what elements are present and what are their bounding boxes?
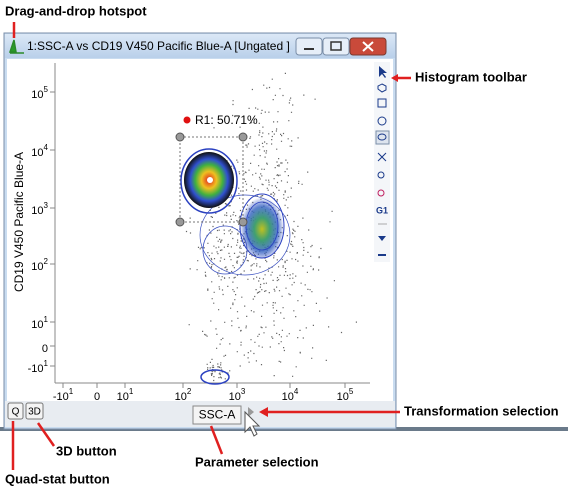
quad-stat-button-label: Q — [12, 407, 20, 418]
tool-quad[interactable] — [377, 152, 387, 162]
mouse-cursor — [244, 410, 261, 437]
annotation-label: Histogram toolbar — [415, 69, 527, 84]
population-contour — [180, 148, 238, 214]
population-contour — [199, 194, 291, 276]
gate-r1[interactable] — [179, 136, 244, 223]
close-icon — [362, 41, 374, 52]
population-contour — [245, 201, 279, 251]
window-title: 1:SSC-A vs CD19 V450 Pacific Blue-A [Ung… — [27, 39, 290, 53]
tick-base: 0 — [42, 343, 48, 355]
x-tick-label: -101 — [53, 387, 74, 403]
y-tick-label: 101 — [31, 315, 48, 331]
minimize-button[interactable] — [295, 37, 323, 56]
histogram-toolbar — [374, 62, 390, 262]
tool-gate-name[interactable]: G1 — [376, 205, 388, 215]
tick-base: 10 — [117, 391, 129, 403]
tick-exponent: 3 — [241, 387, 246, 396]
tick-exponent: 5 — [44, 85, 49, 94]
tick-base: 0 — [94, 391, 100, 403]
annotation-arrow — [391, 74, 398, 82]
y-axis-label[interactable]: CD19 V450 Pacific Blue-A — [12, 152, 26, 292]
x-tick-label: 104 — [282, 387, 299, 403]
population-contour — [239, 193, 285, 259]
y-tick-label: 105 — [31, 85, 48, 101]
annotation-label: Drag-and-drop hotspot — [5, 3, 147, 18]
tick-base: 10 — [337, 391, 349, 403]
tool-zoom-in[interactable] — [377, 171, 385, 179]
tick-exponent: 2 — [44, 257, 49, 266]
minimize-icon — [304, 48, 314, 50]
x-tick-label: 102 — [175, 387, 192, 403]
tick-base: -10 — [53, 391, 69, 403]
tick-exponent: 4 — [44, 143, 49, 152]
population-center — [207, 177, 213, 183]
y-tick-label: 103 — [31, 201, 48, 217]
tick-base: 10 — [175, 391, 187, 403]
tick-exponent: 1 — [69, 387, 74, 396]
tool-pointer[interactable] — [379, 66, 387, 78]
quad-stat-button[interactable] — [7, 402, 24, 420]
tick-base: 10 — [31, 205, 43, 217]
tick-exponent: 4 — [294, 387, 299, 396]
tool-ellipse[interactable] — [377, 116, 387, 126]
y-tick-label: 0 — [42, 343, 48, 355]
gate-handle[interactable] — [175, 132, 185, 142]
tick-exponent: 1 — [44, 359, 49, 368]
tool-dropdown[interactable] — [378, 236, 386, 241]
tick-base: 10 — [31, 261, 43, 273]
tick-base: 10 — [31, 89, 43, 101]
tool-contour-icon — [377, 133, 387, 141]
3d-button-label: 3D — [28, 407, 41, 418]
y-tick-label: 104 — [31, 143, 48, 159]
tick-exponent: 3 — [44, 201, 49, 210]
tick-exponent: 1 — [44, 315, 49, 324]
annotation-label: Parameter selection — [195, 454, 319, 469]
maximize-button[interactable] — [322, 37, 350, 56]
annotation-line — [36, 422, 56, 447]
parameter-button[interactable] — [192, 405, 242, 425]
drag-hotspot-icon[interactable] — [8, 39, 24, 54]
annotation-arrow — [259, 407, 268, 417]
x-tick-label: 103 — [229, 387, 246, 403]
gate-handle[interactable] — [238, 132, 248, 142]
x-tick-label: 105 — [337, 387, 354, 403]
tool-polygon[interactable] — [377, 83, 387, 93]
x-tick-label: 101 — [117, 387, 134, 403]
parameter-button-label: SSC-A — [199, 408, 236, 422]
transformation-button[interactable] — [248, 407, 254, 417]
population-contour — [200, 369, 230, 385]
maximize-icon — [330, 41, 342, 51]
annotation-label: 3D button — [56, 443, 117, 458]
gate-handle[interactable] — [238, 217, 248, 227]
3d-button[interactable] — [25, 402, 44, 420]
annotation-label: Quad-stat button — [5, 471, 110, 486]
annotation-label: Transformation selection — [404, 403, 559, 418]
gate-handle[interactable] — [175, 217, 185, 227]
tick-exponent: 1 — [129, 387, 134, 396]
tick-exponent: 2 — [187, 387, 192, 396]
gate-marker — [183, 116, 191, 124]
tick-exponent: 5 — [349, 387, 354, 396]
tool-rectangle[interactable] — [377, 98, 387, 108]
tick-base: 10 — [31, 319, 43, 331]
gate-label: R1: 50.71% — [195, 113, 258, 127]
tick-base: 10 — [31, 147, 43, 159]
x-tick-label: 0 — [94, 391, 100, 403]
tick-base: 10 — [282, 391, 294, 403]
tool-zoom-out[interactable] — [377, 189, 385, 197]
y-tick-label: 102 — [31, 257, 48, 273]
annotation-line — [209, 425, 224, 455]
tick-base: 10 — [229, 391, 241, 403]
tick-base: -10 — [28, 363, 44, 375]
y-tick-label: -101 — [28, 359, 49, 375]
